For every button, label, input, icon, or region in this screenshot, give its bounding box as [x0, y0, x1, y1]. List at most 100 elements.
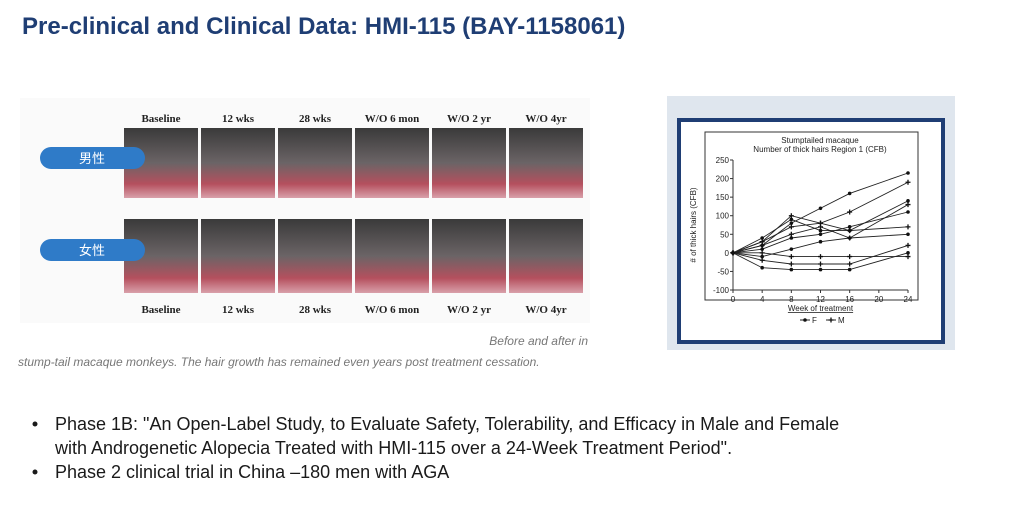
x-tick-label: 16	[845, 295, 854, 304]
point	[847, 267, 852, 272]
point	[847, 228, 853, 234]
photo	[278, 219, 352, 293]
photo-label: W/O 4yr	[525, 304, 566, 316]
photo	[432, 128, 506, 198]
photo	[355, 128, 429, 198]
point	[818, 261, 823, 267]
point	[803, 318, 807, 322]
point	[906, 199, 910, 203]
photo	[509, 219, 583, 293]
bullet-text: Phase 2 clinical trial in China –180 men…	[55, 462, 449, 482]
photo-label: 28 wks	[299, 304, 332, 316]
caption: stump-tail macaque monkeys. The hair gro…	[18, 355, 540, 369]
x-tick-label: 12	[816, 295, 825, 304]
photo	[432, 219, 506, 293]
photo	[278, 128, 352, 198]
point	[788, 224, 794, 230]
point	[847, 254, 853, 260]
y-tick-label: 0	[725, 249, 730, 258]
point	[818, 220, 823, 226]
point	[789, 267, 794, 272]
x-tick-label: 24	[904, 295, 913, 304]
point	[847, 209, 853, 215]
photo-label: 28 wks	[299, 113, 332, 125]
point	[906, 232, 910, 237]
point	[789, 247, 794, 251]
photo-label: W/O 2 yr	[447, 113, 491, 125]
chart-title: Number of thick hairs Region 1 (CFB)	[753, 145, 887, 154]
point	[789, 221, 794, 225]
y-axis-label: # of thick hairs (CFB)	[689, 187, 698, 262]
photo-label: W/O 6 mon	[365, 304, 419, 316]
caption: Before and after in	[489, 334, 588, 348]
plot-area	[704, 131, 919, 301]
point	[789, 217, 794, 222]
photo-label: W/O 6 mon	[365, 113, 419, 125]
row-pill	[40, 147, 145, 169]
photo	[355, 219, 429, 293]
point	[847, 235, 853, 241]
point	[759, 239, 765, 245]
point	[818, 254, 823, 260]
point	[818, 232, 823, 237]
photo	[201, 219, 275, 293]
point	[906, 251, 910, 255]
point	[847, 261, 853, 267]
point	[788, 261, 794, 267]
point	[789, 236, 794, 240]
point	[730, 250, 736, 256]
point	[759, 250, 765, 256]
series-line	[732, 244, 909, 265]
x-tick-label: 4	[760, 295, 765, 304]
chart-panel	[677, 118, 945, 344]
y-tick-label: 200	[716, 175, 730, 184]
point	[788, 213, 794, 219]
point	[905, 254, 911, 260]
point	[828, 317, 834, 323]
row-pill	[40, 239, 145, 261]
point	[905, 179, 911, 185]
bullet-dot	[32, 469, 38, 475]
y-tick-label: 250	[716, 156, 730, 165]
photo-label: W/O 4yr	[525, 113, 566, 125]
y-tick-label: 100	[716, 212, 730, 221]
photo	[509, 128, 583, 198]
point	[760, 254, 764, 259]
point	[760, 236, 764, 240]
photo-label: W/O 2 yr	[447, 304, 491, 316]
point	[847, 225, 852, 229]
row-label: 男性	[79, 151, 105, 166]
x-tick-label: 0	[731, 295, 736, 304]
point	[788, 231, 794, 237]
series-line	[732, 211, 909, 254]
photo	[201, 128, 275, 198]
point	[818, 206, 823, 211]
point	[847, 191, 852, 196]
series-line	[732, 252, 909, 271]
bullet-text: with Androgenetic Alopecia Treated with …	[54, 438, 732, 458]
x-tick-label: 8	[789, 295, 794, 304]
point	[760, 247, 764, 251]
series-line	[733, 252, 908, 258]
point	[818, 239, 823, 244]
point	[818, 228, 823, 233]
point	[818, 267, 823, 272]
x-tick-label: 20	[874, 295, 883, 304]
point	[788, 254, 794, 260]
legend-label: F	[812, 316, 817, 325]
point	[905, 224, 911, 230]
point	[905, 242, 911, 248]
y-tick-label: -100	[713, 286, 730, 295]
legend-label: M	[838, 316, 845, 325]
photo-label: 12 wks	[222, 304, 255, 316]
row-label: 女性	[79, 243, 105, 258]
point	[905, 202, 911, 208]
point	[759, 257, 765, 263]
photo-label: Baseline	[141, 113, 180, 125]
bullet-text: Phase 1B: "An Open-Label Study, to Evalu…	[55, 414, 839, 434]
photo-label: Baseline	[141, 304, 180, 316]
series-line	[732, 204, 909, 254]
chart-title: Stumptailed macaque	[781, 136, 859, 145]
point	[906, 171, 910, 175]
